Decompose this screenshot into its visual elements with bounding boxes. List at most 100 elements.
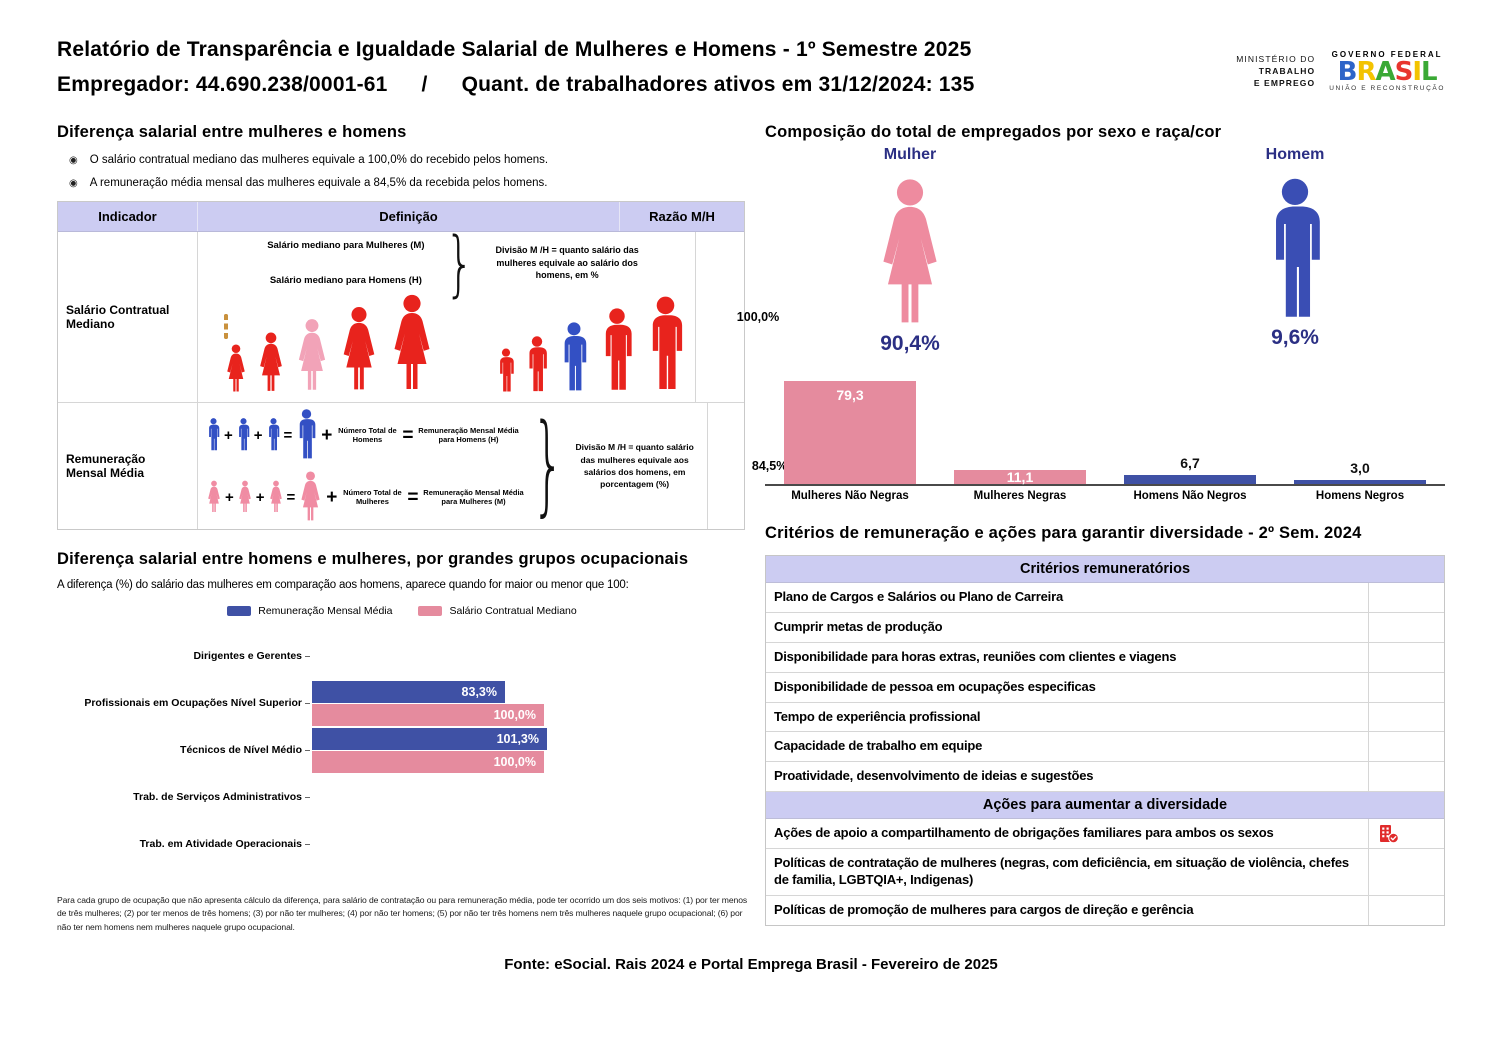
plus-sign: + — [225, 488, 234, 506]
plus-sign: + — [255, 488, 265, 506]
occupational-bar-chart: Dirigentes e Gerentes Profissionais em Oc… — [57, 633, 747, 868]
criteria-row: Ações de apoio a compartilhamento de obr… — [766, 819, 1444, 850]
bar-column: 11,1 — [935, 374, 1105, 485]
salary-diff-bullets: ◉ O salário contratual mediano das mulher… — [69, 154, 747, 191]
col-header-razao: Razão M/H — [649, 209, 715, 224]
brasil-letter: S — [1394, 57, 1414, 87]
woman-figure-icon — [268, 480, 284, 514]
company-check-icon — [1380, 824, 1399, 843]
brasil-letter: I — [1412, 57, 1422, 87]
male-percentage: 9,6% — [1271, 326, 1319, 349]
median-highlight-box — [224, 314, 228, 339]
ministry-logo: MINISTÉRIO DO TRABALHO E EMPREGO — [1236, 53, 1316, 89]
category-label: Mulheres Não Negras — [791, 490, 909, 502]
male-composition: Homem 9,6% — [1220, 146, 1370, 350]
brasil-wordmark: BRASIL — [1329, 59, 1445, 85]
indicator-table: Indicador Definição Razão M/H Salário Co… — [57, 201, 787, 530]
brace-glyph: } — [444, 221, 475, 305]
axis-tick — [305, 703, 310, 704]
woman-figure-icon — [224, 344, 248, 394]
female-composition: Mulher 90,4% — [835, 146, 985, 356]
bar: 79,3 — [784, 381, 916, 484]
bar-value-label: 6,7 — [1180, 455, 1200, 471]
active-workers-count: Quant. de trabalhadores ativos em 31/12/… — [461, 73, 975, 96]
indicator-name: Salário Contratual Mediano — [58, 232, 198, 402]
female-percentage: 90,4% — [880, 332, 940, 355]
occupation-category-label: Técnicos de Nível Médio — [180, 744, 302, 757]
brasil-letter: L — [1421, 57, 1438, 87]
bullet-icon: ◉ — [69, 178, 78, 189]
man-figure-icon — [644, 296, 687, 394]
female-label: Mulher — [883, 146, 937, 163]
occupation-group-row: Trab. de Serviços Administrativos — [57, 774, 747, 821]
bar-value-label: 79,3 — [836, 387, 864, 403]
indicator-table-header: Indicador Definição Razão M/H — [58, 202, 744, 232]
criteria-row-value-cell — [1368, 762, 1444, 792]
legend-item: Salário Contratual Mediano — [418, 605, 577, 617]
col-header-indicador: Indicador — [58, 202, 198, 231]
section-title-criteria: Critérios de remuneração e ações para ga… — [765, 524, 1362, 542]
brace-glyph: } — [531, 403, 565, 529]
occupation-group-row: Técnicos de Nível Médio 101,3% 100,0% — [57, 727, 747, 774]
bar: 100,0% — [312, 751, 544, 773]
criteria-row-value-cell — [1368, 583, 1444, 612]
bar-value-label: 11,1 — [1006, 469, 1034, 485]
average-pay-label: Remuneração Mensal Média para Homens (H) — [418, 425, 519, 444]
occupation-group-row: Dirigentes e Gerentes — [57, 633, 747, 680]
legend-swatch — [227, 606, 252, 616]
criteria-row: Cumprir metas de produção — [766, 612, 1444, 643]
composition-plot-area: 79,3 11,1 6,7 3,0 — [765, 374, 1445, 486]
divide-sign: + — [321, 424, 333, 446]
average-formula-illustration: + + = + Número Total de Homens = Remuneração M… — [206, 409, 526, 523]
report-subtitle: Empregador: 44.690.238/0001-61 / Quant. de… — [57, 73, 974, 97]
bullet-text: A remuneração média mensal das mulheres … — [89, 177, 548, 189]
axis-tick — [305, 656, 310, 657]
indicator-name: Remuneração Mensal Média — [58, 403, 198, 529]
bar — [1294, 480, 1426, 484]
criteria-row-label: Ações de apoio a compartilhamento de obr… — [774, 825, 1274, 841]
bar-column: 79,3 — [765, 374, 935, 484]
criteria-row-label: Tempo de experiência profissional — [774, 708, 981, 724]
criteria-row-label: Disponibilidade para horas extras, reuni… — [774, 648, 1177, 664]
legend-swatch — [418, 606, 443, 616]
definition-cell: + + = + Número Total de Homens = Remuneração M… — [198, 403, 708, 529]
bar-value-label: 101,3% — [496, 732, 539, 746]
man-figure-icon — [598, 308, 636, 394]
bar: 11,1 — [954, 469, 1086, 485]
male-label: Homem — [1265, 146, 1325, 163]
woman-figure-icon — [388, 294, 436, 394]
criteria-row-label: Políticas de contratação de mulheres (ne… — [774, 855, 1349, 888]
source-note: Fonte: eSocial. Rais 2024 e Portal Empre… — [504, 955, 998, 973]
group-bars: 101,3% 100,0% — [312, 728, 547, 773]
brasil-letter: R — [1356, 57, 1376, 87]
bar — [1124, 475, 1256, 484]
criteria-row-label: Disponibilidade de pessoa em ocupações e… — [774, 678, 1096, 694]
bar: 101,3% — [312, 728, 547, 750]
plus-sign: + — [253, 426, 263, 444]
woman-figure-icon — [256, 332, 286, 394]
bar-column: 6,7 — [1105, 374, 1275, 484]
axis-tick — [305, 844, 310, 845]
report-title: Relatório de Transparência e Igualdade S… — [57, 38, 972, 61]
category-label: Mulheres Negras — [973, 490, 1067, 502]
criteria-row-value-cell — [1368, 819, 1444, 849]
definition-ratio-explainer: Divisão M /H = quanto salário das mulher… — [575, 442, 694, 490]
category-label: Homens Não Negros — [1133, 490, 1247, 502]
occupational-legend: Remuneração Mensal Média Salário Contratu… — [57, 605, 747, 617]
woman-figure-icon — [206, 480, 222, 514]
governo-federal-brasil-logo: GOVERNO FEDERAL BRASIL UNIÃO E RECONSTRU… — [1329, 50, 1445, 92]
criteria-row: Proatividade, desenvolvimento de ideias … — [766, 762, 1444, 793]
occupational-subtitle: A diferença (%) do salário das mulheres … — [57, 579, 629, 591]
criteria-row-value-cell — [1368, 642, 1444, 672]
criteria-row-value-cell — [1368, 732, 1444, 762]
bullet-item: ◉ O salário contratual mediano das mulher… — [69, 154, 747, 168]
man-figure-icon — [524, 336, 550, 394]
woman-figure-icon — [237, 480, 253, 514]
criteria-remuneration-header: Critérios remuneratórios — [766, 556, 1444, 583]
definition-ratio-explainer: Divisão M /H = quanto salário das mulher… — [495, 245, 639, 281]
average-pay-label: Remuneração Mensal Média para Mulheres (… — [423, 487, 524, 506]
man-figure-icon — [236, 418, 251, 452]
composition-category-labels: Mulheres Não Negras Mulheres Negras Homens… — [765, 486, 1445, 502]
axis-tick — [305, 750, 310, 751]
methodology-footnote: Para cada grupo de ocupação que não apre… — [57, 895, 748, 932]
